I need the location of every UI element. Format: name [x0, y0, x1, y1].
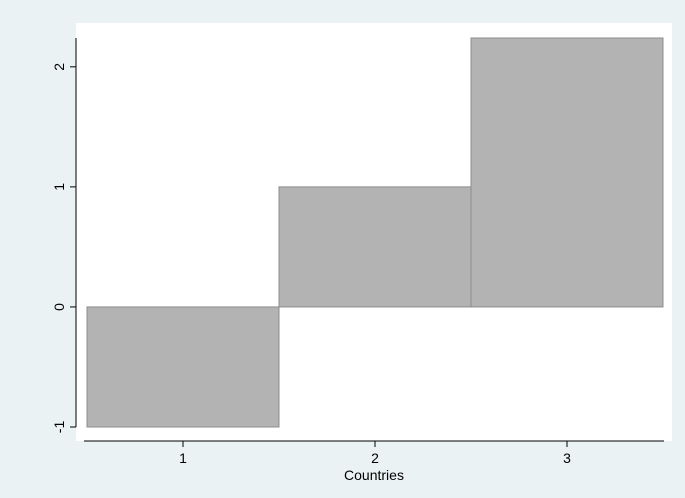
y-tick-label: -1 — [51, 421, 67, 434]
y-axis: -1 0 1 2 — [51, 38, 77, 434]
bar-2 — [278, 186, 472, 308]
y-tick-label: 0 — [51, 303, 67, 311]
x-tick-label: 1 — [179, 450, 187, 466]
bar-3 — [470, 37, 664, 308]
y-tick-label: 1 — [51, 183, 67, 191]
bars-group — [86, 37, 664, 428]
y-tick-label: 2 — [51, 63, 67, 71]
bar-1 — [86, 306, 280, 428]
x-tick-label: 2 — [371, 450, 379, 466]
x-axis-title: Countries — [344, 467, 404, 483]
x-tick-label: 3 — [563, 450, 571, 466]
x-axis: 1 2 3 — [84, 440, 664, 466]
